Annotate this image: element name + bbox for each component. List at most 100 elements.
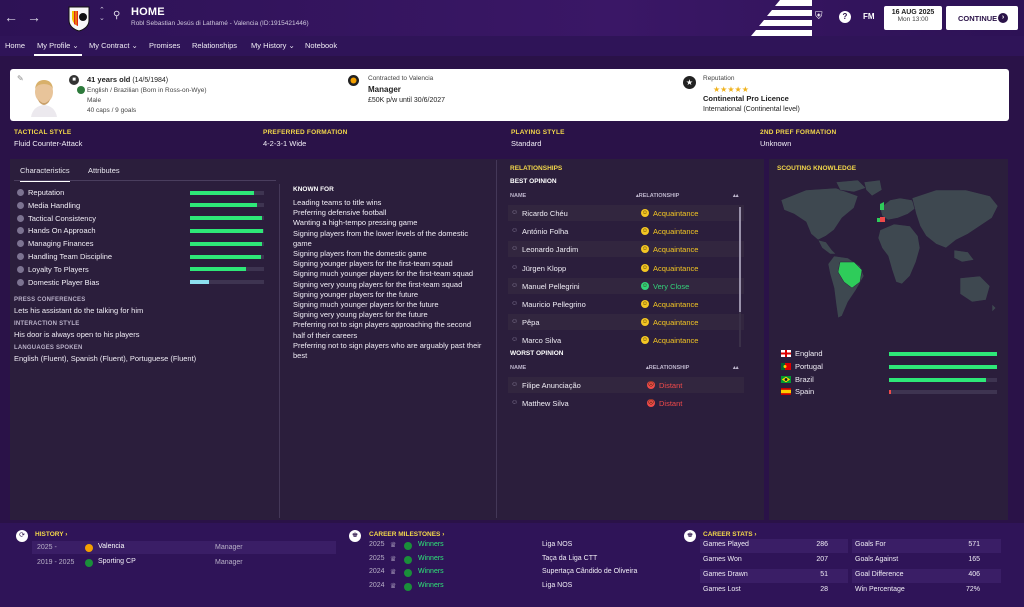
relationship-type: Acquaintance bbox=[653, 318, 699, 328]
relationship-name[interactable]: Mauricio Pellegrino bbox=[522, 300, 586, 309]
relationship-row[interactable]: ☺ António Folha ☺ Acquaintance bbox=[508, 223, 744, 239]
nation-row[interactable]: Brazil bbox=[778, 374, 1002, 386]
relationship-row[interactable]: ☺ Filipe Anunciação ☹ Distant bbox=[508, 377, 744, 393]
zoom-icon[interactable]: ⚲ bbox=[113, 10, 121, 21]
tab-my-profile[interactable]: My Profile ⌄ bbox=[34, 41, 82, 56]
caps: 40 caps / 9 goals bbox=[87, 107, 137, 114]
nation-knowledge-bar bbox=[889, 364, 997, 369]
age: 41 years old bbox=[87, 75, 131, 84]
relationship-face-icon: ☺ bbox=[641, 281, 649, 290]
characteristic-row[interactable]: Tactical Consistency bbox=[17, 214, 96, 223]
info-icon bbox=[17, 278, 24, 286]
relationship-row[interactable]: ☺ Leonardo Jardim ☺ Acquaintance bbox=[508, 241, 744, 258]
name-column-header[interactable]: NAME bbox=[510, 193, 527, 199]
nation-row[interactable]: England bbox=[778, 348, 1002, 360]
relationship-row[interactable]: ☺ Mauricio Pellegrino ☺ Acquaintance bbox=[508, 296, 744, 312]
tab-characteristics[interactable]: Characteristics bbox=[20, 166, 70, 182]
history-row[interactable]: 2025 - Valencia Manager bbox=[32, 541, 336, 554]
history-club[interactable]: Sporting CP bbox=[98, 558, 136, 565]
brazil-flag-icon bbox=[781, 375, 791, 383]
fm-menu-button[interactable]: FM bbox=[863, 12, 875, 21]
relationship-name[interactable]: Marco Silva bbox=[522, 336, 562, 346]
relationship-column-header[interactable]: ▴RELATIONSHIP bbox=[646, 365, 690, 371]
continue-button[interactable]: CONTINUE › bbox=[946, 6, 1018, 30]
milestone-competition[interactable]: Taça da Liga CTT bbox=[542, 554, 598, 562]
characteristic-row[interactable]: Domestic Player Bias bbox=[17, 278, 99, 287]
name-column-header[interactable]: NAME bbox=[510, 365, 527, 371]
milestone-year: 2025 bbox=[369, 554, 385, 562]
tab-home[interactable]: Home bbox=[5, 41, 26, 50]
switch-person-icon[interactable]: ⌃ ⌄ bbox=[99, 7, 105, 22]
relationship-row[interactable]: ☺ Manuel Pellegrini ☺ Very Close bbox=[508, 277, 744, 294]
relationship-face-icon: ☺ bbox=[641, 300, 649, 308]
scrollbar-thumb[interactable] bbox=[739, 207, 741, 312]
characteristic-row[interactable]: Media Handling bbox=[17, 201, 80, 210]
relationship-name[interactable]: António Folha bbox=[522, 227, 569, 237]
date-display[interactable]: 16 AUG 2025 Mon 13:00 bbox=[884, 6, 942, 30]
history-row[interactable]: 2019 - 2025 Sporting CP Manager bbox=[32, 556, 336, 569]
tab-relationships[interactable]: Relationships bbox=[192, 41, 238, 50]
milestone-competition[interactable]: Liga NOS bbox=[542, 541, 573, 548]
relationship-name[interactable]: Pêpa bbox=[522, 318, 540, 328]
known-for-item: Signing very young players for the futur… bbox=[293, 310, 428, 320]
sort-icon[interactable]: ▴▴ bbox=[733, 365, 739, 371]
relationship-name[interactable]: Ricardo Chéu bbox=[522, 209, 568, 218]
profile-card: ✎ ■ 41 years old (14/5/1984) English / B… bbox=[10, 69, 1009, 121]
brazil-flag-icon bbox=[77, 86, 85, 94]
sort-icon[interactable]: ▴▴ bbox=[733, 193, 739, 199]
tactical-style-label: TACTICAL STYLE bbox=[14, 129, 72, 136]
tab-my-contract[interactable]: My Contract ⌄ bbox=[89, 41, 138, 50]
forward-arrow-icon[interactable]: → bbox=[27, 9, 41, 25]
characteristic-label: Domestic Player Bias bbox=[28, 277, 100, 287]
nation-row[interactable]: Spain bbox=[778, 386, 1002, 398]
club-crest-icon bbox=[404, 569, 412, 578]
career-stats-title[interactable]: CAREER STATS › bbox=[703, 531, 757, 538]
milestone-competition[interactable]: Supertaça Cândido de Oliveira bbox=[542, 568, 638, 576]
best-opinion-label: BEST OPINION bbox=[510, 178, 557, 185]
stat-value: 72% bbox=[965, 586, 980, 593]
languages-label: LANGUAGES SPOKEN bbox=[14, 345, 83, 351]
relationship-row[interactable]: ☺ Marco Silva ☺ Acquaintance bbox=[508, 332, 744, 348]
help-icon[interactable]: ? bbox=[839, 11, 851, 23]
relationship-column-header[interactable]: ▴RELATIONSHIP bbox=[636, 193, 680, 199]
info-icon bbox=[17, 214, 24, 222]
nation-row[interactable]: Portugal bbox=[778, 361, 1002, 373]
characteristic-row[interactable]: Loyalty To Players bbox=[17, 265, 89, 274]
relationship-name[interactable]: Leonardo Jardim bbox=[522, 245, 579, 255]
relationship-row[interactable]: ☺ Ricardo Chéu ☺ Acquaintance bbox=[508, 205, 744, 221]
bottom-summary bbox=[0, 523, 1024, 607]
back-arrow-icon[interactable]: ← bbox=[4, 9, 18, 25]
club-crest-icon[interactable] bbox=[66, 4, 92, 32]
relationship-name[interactable]: Filipe Anunciação bbox=[522, 381, 581, 390]
club-crest-icon bbox=[404, 555, 412, 564]
characteristic-row[interactable]: Hands On Approach bbox=[17, 226, 96, 235]
history-title[interactable]: HISTORY › bbox=[35, 531, 68, 538]
career-milestones-title[interactable]: CAREER MILESTONES › bbox=[369, 531, 445, 538]
relationship-row[interactable]: ☺ Matthew Silva ☹ Distant bbox=[508, 395, 744, 411]
milestone-competition[interactable]: Liga NOS bbox=[542, 581, 573, 589]
relationship-type: Distant bbox=[659, 381, 683, 390]
edit-icon[interactable]: ✎ bbox=[17, 74, 24, 83]
stat-value: 571 bbox=[968, 541, 980, 548]
characteristic-row[interactable]: Managing Finances bbox=[17, 239, 93, 248]
characteristic-row[interactable]: Handling Team Discipline bbox=[17, 252, 112, 261]
relationship-row[interactable]: ☺ Jürgen Klopp ☺ Acquaintance bbox=[508, 260, 744, 276]
tab-my-history[interactable]: My History ⌄ bbox=[251, 41, 295, 50]
characteristic-row[interactable]: Reputation bbox=[17, 188, 64, 197]
tab-notebook[interactable]: Notebook bbox=[305, 41, 338, 50]
relationship-name[interactable]: Matthew Silva bbox=[522, 399, 569, 409]
scouting-world-map[interactable] bbox=[776, 178, 1002, 344]
club-crest-icon bbox=[404, 582, 412, 591]
tab-promises[interactable]: Promises bbox=[149, 41, 181, 50]
person-icon: ☺ bbox=[511, 227, 519, 235]
playing-style-value: Standard bbox=[511, 139, 542, 148]
shield-icon[interactable]: ⛨ bbox=[815, 11, 823, 22]
relationship-name[interactable]: Manuel Pellegrini bbox=[522, 281, 580, 291]
relationship-type: Very Close bbox=[653, 281, 690, 291]
relationship-face-icon: ☺ bbox=[641, 263, 649, 272]
tab-attributes[interactable]: Attributes bbox=[88, 166, 120, 175]
history-club[interactable]: Valencia bbox=[98, 543, 125, 550]
preferred-formation-value: 4-2-3-1 Wide bbox=[263, 139, 307, 148]
relationship-row[interactable]: ☺ Pêpa ☺ Acquaintance bbox=[508, 314, 744, 331]
relationship-name[interactable]: Jürgen Klopp bbox=[522, 263, 567, 273]
